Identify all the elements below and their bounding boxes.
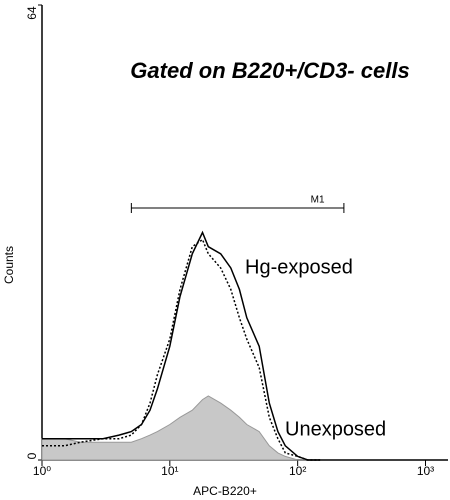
x-tick-label: 10⁰ [33,464,51,478]
y-tick-label: 0 [25,452,39,459]
y-axis-label: Counts [2,246,16,284]
histogram-area [41,395,321,461]
y-tick-label: 64 [25,6,39,20]
marker-label: M1 [311,195,325,206]
histogram-line [42,230,321,461]
series-label: Hg-exposed [245,256,353,278]
series-label: Unexposed [285,418,386,440]
x-tick-label: 10³ [417,464,434,478]
x-tick-label: 10² [289,464,306,478]
histogram-line [42,238,321,461]
chart-title: Gated on B220+/CD3- cells [130,58,409,83]
x-tick-label: 10¹ [161,464,178,478]
x-axis-label: APC-B220+ [193,484,257,498]
